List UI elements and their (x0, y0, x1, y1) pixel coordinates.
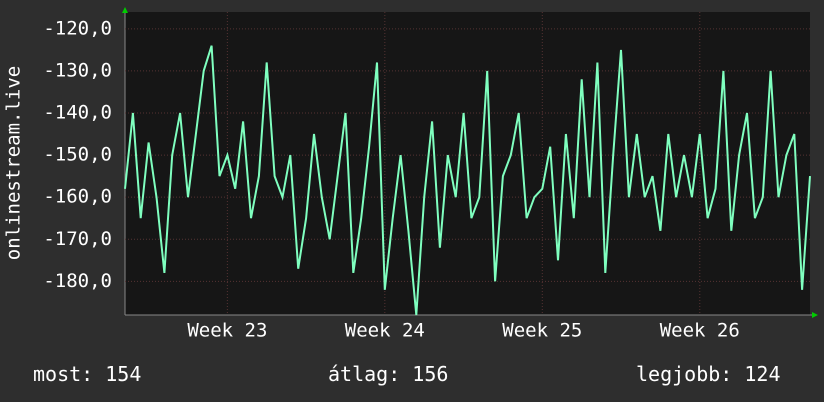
y-tick-label: -180,0 (43, 270, 112, 292)
axis-arrow (812, 312, 818, 318)
x-tick-label: Week 24 (345, 320, 425, 342)
x-tick-label: Week 25 (502, 320, 582, 342)
y-axis-label: onlinestream.live (3, 66, 25, 260)
best-value: legjobb: 124 (636, 362, 781, 386)
x-tick-label: Week 26 (660, 320, 740, 342)
y-tick-label: -150,0 (43, 144, 112, 166)
y-tick-label: -160,0 (43, 186, 112, 208)
x-tick-label: Week 23 (187, 320, 267, 342)
current-value: most: 154 (33, 362, 142, 386)
y-tick-label: -170,0 (43, 228, 112, 250)
y-tick-label: -120,0 (43, 17, 112, 39)
average-value: átlag: 156 (328, 362, 449, 386)
axis-arrow (122, 7, 128, 13)
chart: onlinestream.live -120,0 -130,0 -140,0 -150… (3, 7, 818, 342)
y-tick-label: -140,0 (43, 102, 112, 124)
data-line (124, 45, 811, 316)
y-tick-label: -130,0 (43, 59, 112, 81)
